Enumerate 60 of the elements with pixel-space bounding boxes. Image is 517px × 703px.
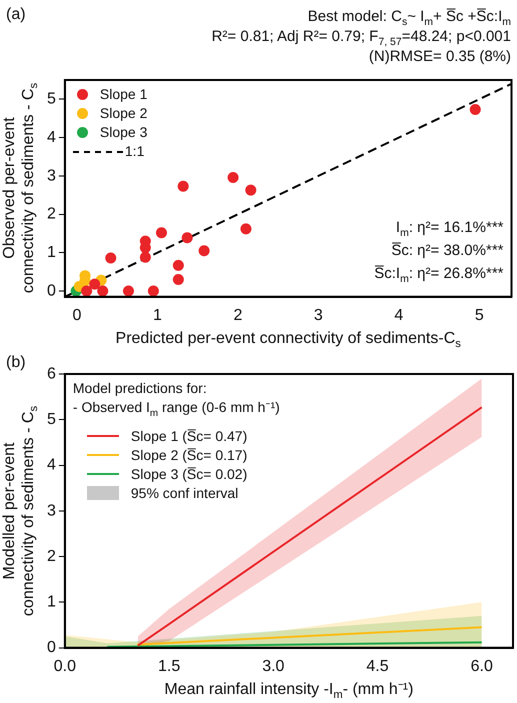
- x-tick-label: 3: [314, 306, 323, 324]
- y-tick-label: 1: [46, 594, 56, 611]
- y-tick-label: 4: [46, 456, 56, 474]
- legend-label: Slope 1 (S̅c= 0.47): [130, 426, 248, 446]
- annotation: 95% conf interval: [130, 484, 238, 503]
- point: [97, 286, 108, 297]
- x-tick-label: 0: [72, 306, 82, 324]
- text: R²= 0.81; Adj R²= 0.79; F$_{7, 57}$=48.24; p<0.001: [212, 28, 511, 48]
- text: Best model: C$_{s}$~ I$_{m}$+ S̅c +S̅c:I$_{m}$: [308, 8, 511, 28]
- annotation: S̅c:I$_{m}$: η²= 26.8%***: [374, 264, 504, 287]
- text: (N)RMSE= 0.35 (8%): [368, 48, 511, 65]
- legend-label: Slope 3: [100, 123, 148, 142]
- legend-label: Slope 3 (S̅c= 0.02): [130, 464, 248, 484]
- point: [182, 232, 193, 244]
- x-tick-label: 0.0: [54, 658, 76, 675]
- point: [172, 260, 184, 271]
- chart-title: (b): [6, 354, 26, 371]
- point: [89, 278, 100, 290]
- annotation: S̅c: η²= 38.0%***: [391, 242, 504, 259]
- point: [470, 104, 481, 116]
- point: [105, 252, 116, 264]
- x-tick-label: 3.0: [262, 658, 285, 675]
- x-tick-label: 1: [152, 306, 162, 324]
- y-tick-label: 3: [46, 167, 56, 184]
- legend-label: 1:1: [124, 142, 144, 161]
- x-tick-label: 6.0: [470, 658, 493, 675]
- point: [156, 227, 167, 238]
- y-tick-label: 0: [46, 282, 56, 300]
- point: [148, 286, 159, 297]
- annotation: I$_{m}$: η²= 16.1%***: [396, 218, 504, 241]
- point: [81, 286, 92, 297]
- legend-label: Slope 2: [100, 104, 148, 123]
- y-tick-label: 5: [46, 90, 56, 108]
- y-tick-label: 2: [46, 206, 56, 223]
- y-tick-label: 2: [46, 548, 56, 565]
- x-axis-title: Mean rainfall intensity -I$_{m}$- (mm h⁻¹): [164, 681, 414, 703]
- y-tick-label: 5: [46, 411, 56, 428]
- point: [198, 245, 210, 256]
- x-tick-label: 5: [474, 306, 484, 324]
- chart-title: (a): [6, 6, 26, 23]
- x-tick-label: 4: [394, 306, 404, 324]
- point: [140, 252, 151, 263]
- point: [172, 274, 184, 286]
- point: [240, 223, 252, 234]
- point: [228, 172, 239, 183]
- point: [178, 180, 189, 192]
- y-tick-label: 3: [46, 502, 56, 520]
- x-tick-label: 1.5: [158, 658, 180, 675]
- x-tick-label: 2: [233, 306, 242, 324]
- point: [122, 286, 134, 297]
- y-tick-label: 1: [46, 244, 56, 262]
- x-tick-label: 4.5: [366, 658, 389, 675]
- legend-label: Slope 1: [100, 85, 148, 104]
- legend-label: Slope 2 (S̅c= 0.17): [130, 446, 248, 465]
- y-tick-label: 0: [46, 639, 56, 656]
- x-axis-title: Predicted per-event connectivity of sediments-C$_{s}$: [116, 330, 461, 352]
- point: [245, 184, 256, 196]
- y-tick-label: 4: [46, 128, 56, 146]
- y-tick-label: 6: [46, 365, 56, 382]
- legend-title: Model predictions for: - Observed I$_{m}$ range (0-6 mm h⁻¹): [72, 379, 280, 421]
